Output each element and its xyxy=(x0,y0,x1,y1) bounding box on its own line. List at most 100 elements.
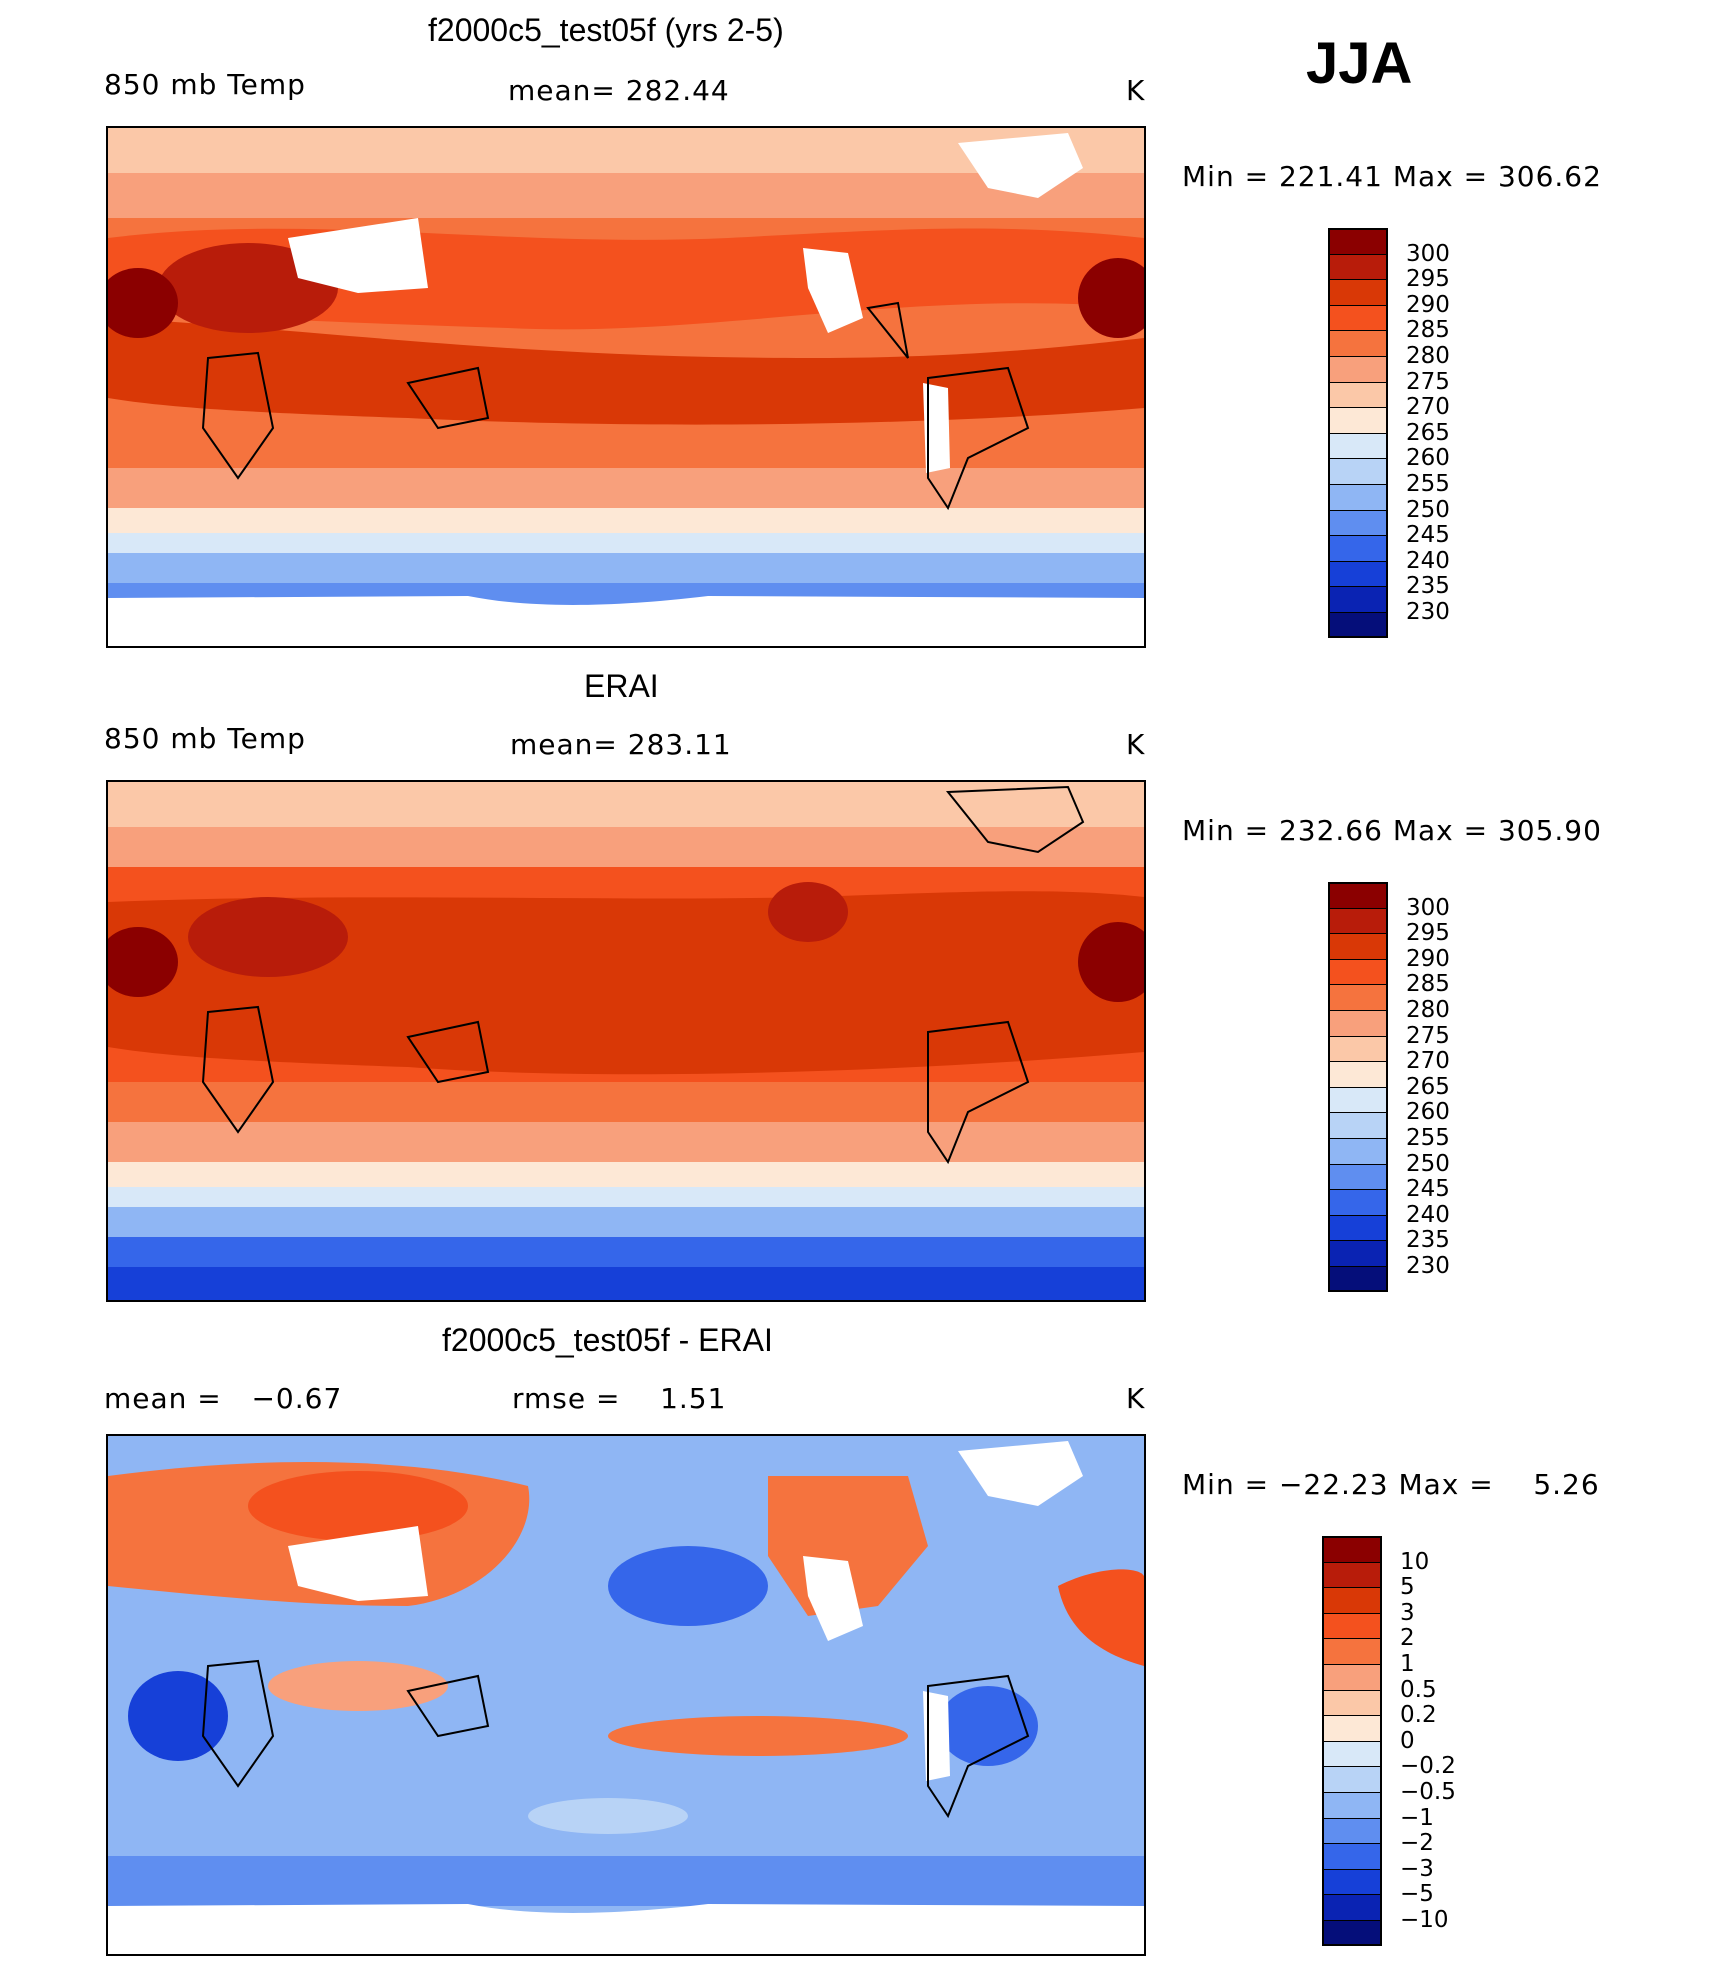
colorbar-swatch xyxy=(1328,279,1388,305)
missing-antarctica xyxy=(108,1904,1144,1954)
colorbar-tick-label: −5 xyxy=(1400,1881,1434,1908)
colorbar-swatch xyxy=(1328,356,1388,382)
colorbar-swatch xyxy=(1328,984,1388,1010)
mean-label: mean= 282.44 xyxy=(508,74,730,107)
band-antarctic-edge xyxy=(108,1237,1144,1267)
colorbar-swatch xyxy=(1322,1536,1382,1562)
colorbar-tick-label: 265 xyxy=(1406,1073,1450,1100)
map-model xyxy=(106,126,1146,648)
variable-label: 850 mb Temp xyxy=(104,68,306,101)
colorbar-tick-label: 10 xyxy=(1400,1548,1430,1575)
colorbar-swatch xyxy=(1328,253,1388,280)
cold-south-america xyxy=(938,1686,1038,1766)
hot-spot-america xyxy=(768,882,848,942)
colorbar-tick-label: −0.2 xyxy=(1400,1753,1456,1780)
band-south-cold xyxy=(108,1187,1144,1207)
band-tropic xyxy=(108,891,1144,1075)
band-tropic xyxy=(108,318,1144,425)
colorbar-tick-label: 2 xyxy=(1400,1625,1415,1652)
colorbar-tick-label: 250 xyxy=(1406,496,1450,523)
missing-antarctica xyxy=(108,596,1144,646)
colorbar-swatch xyxy=(1328,907,1388,934)
colorbar-tick-label: 5 xyxy=(1400,1574,1415,1601)
colorbar-swatch xyxy=(1322,1843,1382,1869)
colorbar-frame xyxy=(1328,228,1388,638)
colorbar-tick-label: 300 xyxy=(1406,894,1450,921)
map-obs xyxy=(106,780,1146,1302)
colorbar-tick-label: 240 xyxy=(1406,1201,1450,1228)
colorbar-swatch xyxy=(1322,1894,1382,1920)
colorbar-tick-label: 285 xyxy=(1406,971,1450,998)
colorbar-tick-label: 3 xyxy=(1400,1599,1415,1626)
cold-southern-africa xyxy=(128,1671,228,1761)
band-antarctica xyxy=(108,1267,1144,1300)
colorbar-swatch xyxy=(1322,1689,1382,1716)
band-south-warm xyxy=(108,1082,1144,1122)
map-model-field xyxy=(108,128,1144,646)
colorbar-swatch xyxy=(1328,1061,1388,1087)
colorbar-tick-label: −1 xyxy=(1400,1804,1434,1831)
band-southern-ocean xyxy=(108,1207,1144,1237)
colorbar-tick-label: 285 xyxy=(1406,317,1450,344)
colorbar-tick-label: 245 xyxy=(1406,1176,1450,1203)
colorbar-tick-label: −0.5 xyxy=(1400,1779,1456,1805)
units-label: K xyxy=(1126,1382,1146,1415)
colorbar-tick-label: 250 xyxy=(1406,1150,1450,1177)
colorbar-tick-label: 295 xyxy=(1406,266,1450,293)
hot-spot-africa xyxy=(108,268,178,338)
colorbar-swatch xyxy=(1322,1766,1382,1792)
colorbar-swatch xyxy=(1328,1163,1388,1190)
colorbar-tick-label: −3 xyxy=(1400,1855,1434,1882)
band-polar-north xyxy=(108,782,1144,827)
colorbar-swatch xyxy=(1328,432,1388,459)
colorbar-tick-label: 1 xyxy=(1400,1651,1415,1677)
colorbar-tick-label: 255 xyxy=(1406,471,1450,497)
colorbar-swatch xyxy=(1328,1112,1388,1138)
colorbar-tick-label: 255 xyxy=(1406,1125,1450,1151)
colorbar-tick-label: 260 xyxy=(1406,1099,1450,1126)
colorbar-tick-label: 270 xyxy=(1406,394,1450,421)
hot-spot-sahara xyxy=(158,243,338,333)
panel-title: f2000c5_test05f (yrs 2-5) xyxy=(428,12,784,48)
colorbar-tick-label: 0 xyxy=(1400,1727,1415,1754)
colorbar-tick-label: 295 xyxy=(1406,920,1450,947)
colorbar-tick-label: 275 xyxy=(1406,1022,1450,1049)
colorbar-tick-label: 290 xyxy=(1406,945,1450,972)
min-max-label: Min = −22.23 Max = 5.26 xyxy=(1182,1468,1600,1501)
colorbar-swatch xyxy=(1328,882,1388,908)
warm-indian-ocean xyxy=(268,1661,448,1711)
missing-rockies xyxy=(803,248,863,333)
missing-greenland xyxy=(958,1441,1083,1506)
colorbar-swatch xyxy=(1322,1638,1382,1664)
colorbar-swatch xyxy=(1322,1817,1382,1844)
colorbar-swatch xyxy=(1322,1920,1382,1946)
missing-andes xyxy=(923,383,950,473)
colorbar-tick-label: 0.5 xyxy=(1400,1676,1437,1703)
band-south-cold xyxy=(108,533,1144,553)
mean-label: mean = −0.67 xyxy=(104,1382,343,1415)
colorbar-swatch xyxy=(1328,958,1388,985)
missing-andes xyxy=(923,1691,950,1781)
colorbar-swatch xyxy=(1322,1664,1382,1690)
mean-label: mean= 283.11 xyxy=(510,728,732,761)
warm-atlantic xyxy=(1058,1569,1144,1666)
colorbar-swatch xyxy=(1328,1240,1388,1266)
colorbar-tick-label: −10 xyxy=(1400,1907,1449,1933)
min-max-label: Min = 232.66 Max = 305.90 xyxy=(1182,814,1602,847)
colorbar-swatch xyxy=(1328,586,1388,612)
missing-greenland xyxy=(958,133,1083,198)
colorbar-swatch xyxy=(1328,1266,1388,1292)
coastlines xyxy=(201,785,1085,1165)
colorbar-swatch xyxy=(1322,1561,1382,1588)
colorbar-tick-label: 300 xyxy=(1406,240,1450,267)
colorbar-swatch xyxy=(1328,330,1388,356)
season-label: JJA xyxy=(1306,31,1413,96)
units-label: K xyxy=(1126,74,1146,107)
hot-spot-atlantic xyxy=(1078,922,1144,1002)
cold-north-pacific xyxy=(608,1546,768,1626)
colorbar-tick-label: 265 xyxy=(1406,419,1450,446)
colorbar-swatch xyxy=(1322,1792,1382,1818)
coastlines xyxy=(201,301,1030,511)
colorbar-swatch xyxy=(1322,1868,1382,1895)
band-south-cool xyxy=(108,508,1144,533)
